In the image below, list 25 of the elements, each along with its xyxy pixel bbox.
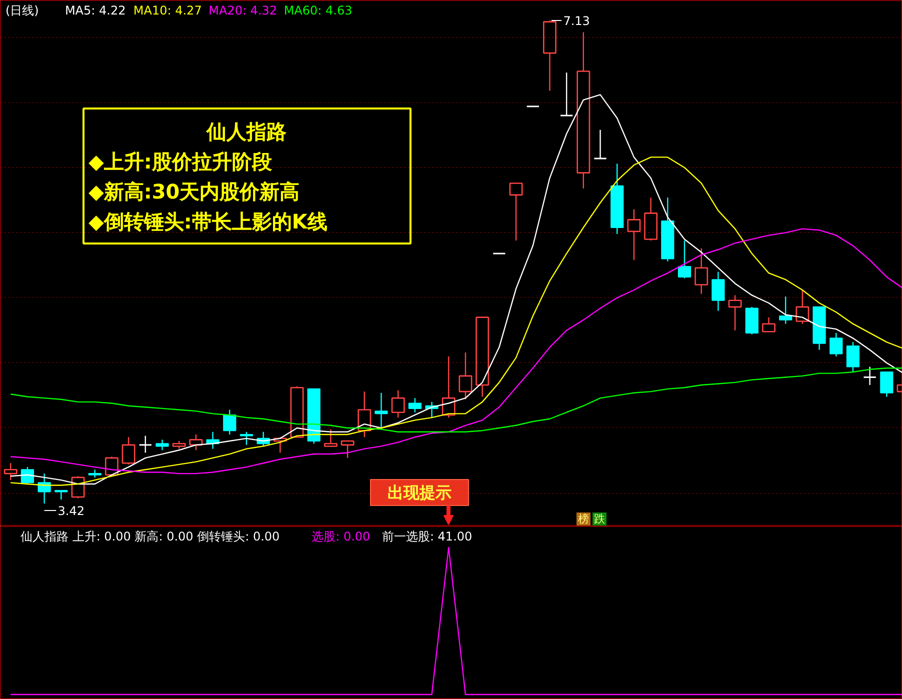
text: 跌: [594, 512, 605, 526]
text: MA60: 4.63: [284, 4, 352, 18]
candlestick: [712, 271, 725, 312]
candlestick: [863, 366, 877, 386]
candlestick: [156, 439, 169, 451]
candlestick: [576, 32, 590, 190]
text: 榜: [578, 512, 589, 526]
candlestick: [374, 392, 388, 430]
text: MA10: 4.27: [133, 4, 202, 18]
annotation: 出现提示: [388, 483, 452, 502]
candlestick: [627, 208, 641, 261]
annotation: 7.13: [563, 14, 590, 28]
annotation: ◆新高:30天内股价新高: [88, 180, 300, 204]
text: 选股: 0.00: [312, 530, 370, 544]
text: MA5: 4.22: [64, 4, 126, 18]
annotation: ◆上升:股价拉升阶段: [88, 150, 273, 174]
candlestick: [88, 469, 102, 478]
text: MA20: 4.32: [208, 4, 278, 18]
chart-title: (日线): [6, 4, 39, 18]
annotation: 仙人指路: [206, 120, 286, 144]
annotation: ◆倒转锤头:带长上影的K线: [88, 210, 328, 234]
chart-title: 仙人指路 上升: 0.00 新高: 0.00 倒转锤头: 0.00: [20, 530, 280, 544]
candlestick: [694, 248, 708, 294]
text: 前一选股: 41.00: [382, 530, 472, 544]
text: 3.42: [58, 504, 84, 518]
